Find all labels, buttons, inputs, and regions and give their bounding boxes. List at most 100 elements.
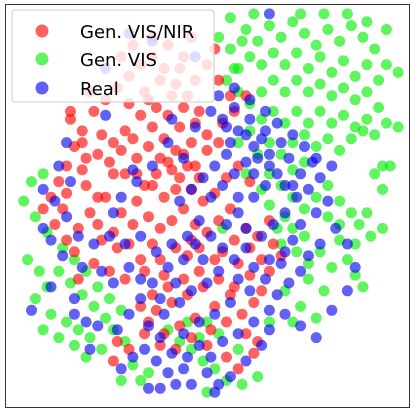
point-real-80 (182, 351, 193, 363)
point-gen-vis-21 (267, 47, 279, 59)
point-gen-vis-164 (392, 121, 404, 133)
point-gen-vis-11 (357, 31, 369, 43)
point-gen-vis-nir-0 (65, 113, 76, 125)
point-real-46 (228, 168, 240, 180)
point-gen-vis-nir-124 (221, 351, 232, 363)
point-gen-vis-167 (365, 230, 377, 242)
point-gen-vis-79 (299, 230, 310, 242)
point-real-72 (154, 332, 166, 344)
point-real-32 (275, 137, 287, 149)
point-gen-vis-61 (345, 133, 357, 145)
point-gen-vis-100 (236, 35, 248, 47)
point-gen-vis-38 (373, 74, 385, 86)
point-gen-vis-96 (295, 8, 307, 20)
point-gen-vis-5 (287, 16, 299, 28)
point-gen-vis-130 (26, 176, 37, 188)
point-real-90 (302, 250, 314, 262)
point-real-121 (178, 152, 190, 164)
point-gen-vis-159 (326, 261, 338, 273)
point-gen-vis-nir-117 (209, 300, 221, 312)
point-real-152 (217, 242, 229, 254)
point-gen-vis-117 (96, 343, 108, 355)
point-gen-vis-nir-121 (107, 355, 119, 367)
point-gen-vis-141 (232, 343, 244, 355)
point-real-158 (107, 277, 119, 289)
point-real-118 (61, 211, 73, 223)
point-real-6 (100, 109, 112, 121)
point-gen-vis-nir-161 (240, 328, 252, 340)
point-real-154 (170, 277, 182, 289)
point-gen-vis-nir-137 (107, 137, 119, 149)
point-gen-vis-nir-16 (135, 254, 147, 266)
point-real-51 (228, 82, 240, 94)
point-gen-vis-99 (224, 43, 236, 55)
point-real-110 (182, 230, 193, 242)
point-gen-vis-123 (33, 265, 45, 277)
point-gen-vis-1 (240, 24, 252, 35)
point-gen-vis-nir-56 (143, 141, 154, 152)
point-gen-vis-143 (236, 378, 248, 390)
point-gen-vis-84 (302, 258, 314, 269)
point-gen-vis-157 (349, 269, 361, 281)
point-gen-vis-nir-51 (127, 133, 139, 145)
point-real-163 (256, 339, 268, 351)
point-gen-vis-nir-12 (68, 246, 80, 258)
point-real-35 (228, 102, 240, 113)
point-gen-vis-nir-60 (189, 160, 201, 172)
point-gen-vis-nir-104 (213, 273, 225, 285)
point-real-119 (49, 195, 61, 207)
point-real-147 (143, 382, 154, 394)
point-gen-vis-17 (314, 51, 326, 63)
point-gen-vis-nir-142 (170, 183, 182, 195)
point-gen-vis-145 (143, 367, 154, 379)
point-real-21 (146, 277, 158, 289)
point-real-34 (244, 113, 256, 125)
point-gen-vis-nir-111 (221, 316, 232, 328)
point-gen-vis-nir-6 (115, 207, 127, 219)
point-gen-vis-98 (213, 31, 225, 43)
point-real-83 (217, 336, 229, 347)
point-real-8 (53, 160, 65, 172)
point-gen-vis-15 (338, 55, 349, 67)
point-real-141 (287, 180, 299, 191)
point-real-98 (193, 316, 205, 328)
point-real-145 (201, 367, 213, 379)
point-gen-vis-nir-5 (100, 191, 112, 203)
point-gen-vis-nir-13 (88, 258, 100, 269)
point-real-5 (61, 137, 73, 149)
point-gen-vis-101 (29, 211, 41, 223)
point-gen-vis-nir-95 (193, 265, 205, 277)
legend-entry-gen-vis-nir: Gen. VIS/NIR (35, 22, 194, 43)
point-gen-vis-60 (334, 144, 346, 156)
point-real-97 (209, 308, 221, 320)
point-gen-vis-118 (37, 324, 49, 336)
point-gen-vis-nir-155 (256, 285, 268, 297)
point-real-22 (162, 261, 174, 273)
point-gen-vis-nir-61 (201, 144, 213, 156)
point-real-52 (244, 94, 256, 106)
point-real-89 (295, 265, 307, 277)
point-gen-vis-33 (314, 78, 326, 90)
point-gen-vis-23 (244, 51, 256, 63)
point-real-132 (189, 121, 201, 133)
point-real-117 (72, 230, 84, 242)
point-real-165 (279, 308, 291, 320)
point-gen-vis-114 (61, 316, 73, 328)
point-gen-vis-nir-167 (213, 137, 225, 149)
point-real-27 (232, 207, 244, 219)
point-real-47 (240, 156, 252, 168)
point-gen-vis-nir-77 (49, 219, 61, 230)
legend-entry-real: Real (35, 79, 119, 100)
point-gen-vis-25 (221, 74, 232, 86)
point-real-10 (45, 234, 57, 246)
point-gen-vis-34 (326, 90, 338, 102)
point-real-65 (228, 254, 240, 266)
legend-marker-gen-vis-nir (35, 24, 49, 38)
point-real-70 (158, 308, 170, 320)
point-gen-vis-nir-19 (143, 211, 154, 223)
point-real-149 (68, 308, 80, 320)
point-real-42 (185, 183, 197, 195)
point-gen-vis-70 (299, 203, 310, 215)
point-real-157 (123, 261, 135, 273)
point-real-112 (150, 246, 162, 258)
